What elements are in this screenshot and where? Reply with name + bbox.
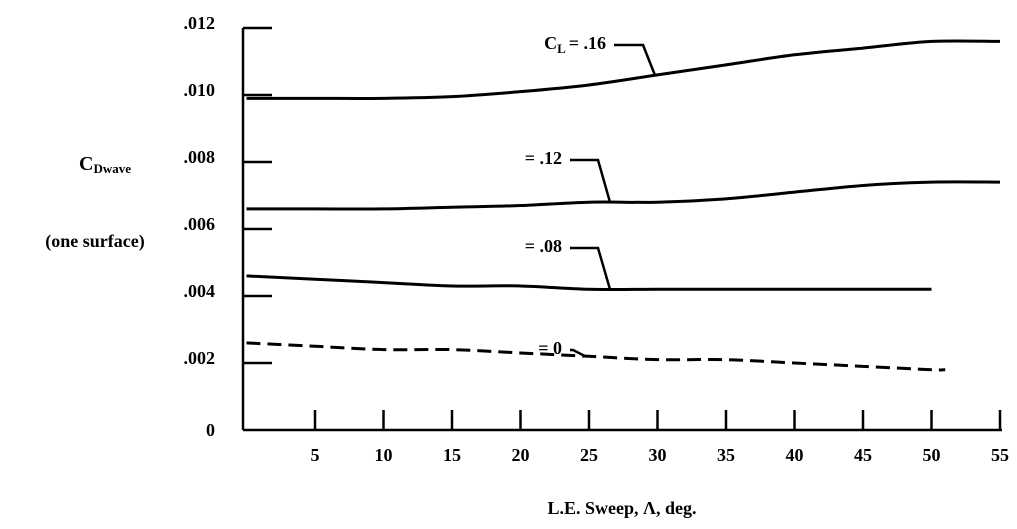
y-tick-label: .006 [184,214,216,234]
y-tick-label: .010 [184,80,216,100]
y-tick-label: .008 [184,147,216,167]
x-tick-label: 10 [375,445,393,465]
leader-line [614,43,657,76]
y-tick-label: 0 [206,420,215,440]
series-label: = .12 [525,148,562,168]
x-tick-label: 35 [717,445,735,465]
x-tick-label: 40 [786,445,804,465]
label-name: = 0 [538,338,562,358]
series-line [246,180,1001,211]
series-line [246,341,946,372]
y-label-note: (one surface) [45,231,144,252]
y-tick-label: .002 [184,348,216,368]
x-tick-label: 15 [443,445,461,465]
x-label: L.E. Sweep, Λ, deg. [548,498,697,518]
y-tick-label: .012 [184,13,216,33]
series-label: = .08 [525,236,562,256]
x-tick-label: 55 [991,445,1009,465]
series-line [246,39,1001,100]
label-prefix: C [544,33,557,53]
leader-line [570,348,586,358]
label-name: = .08 [525,236,562,256]
label-name: = .12 [525,148,562,168]
series-line [246,274,932,292]
x-tick-label: 20 [512,445,530,465]
x-tick-label: 50 [923,445,941,465]
x-tick-label: 5 [311,445,320,465]
series-label: CL = .16 [544,33,606,56]
leader-line [570,246,612,290]
y-tick-label: .004 [184,281,216,301]
leader-line [570,158,612,203]
y-label: CDwave [79,153,131,176]
label-sub: L [557,41,566,56]
x-tick-label: 25 [580,445,598,465]
x-tick-label: 30 [649,445,667,465]
series-label: = 0 [538,338,562,358]
label-name: = .16 [569,33,606,53]
x-tick-label: 45 [854,445,872,465]
